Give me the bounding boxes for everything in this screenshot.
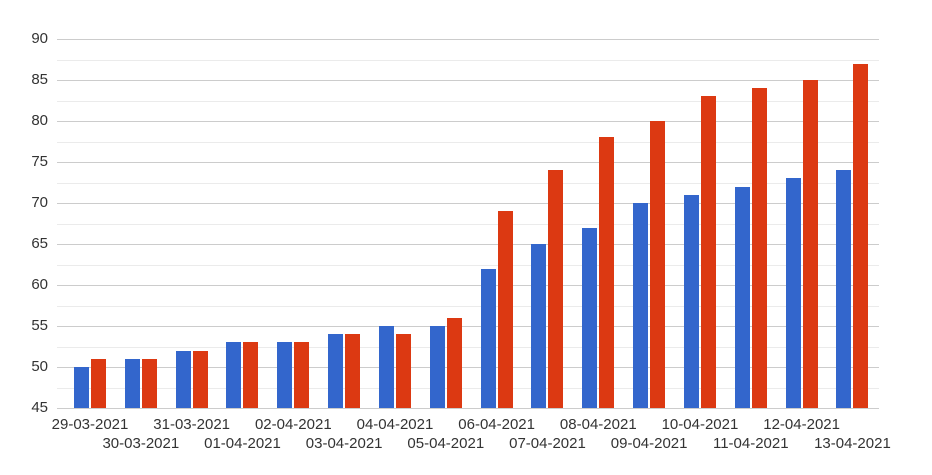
bar[interactable] — [836, 170, 852, 408]
y-axis-tick-label: 80 — [31, 112, 48, 129]
bar[interactable] — [294, 342, 310, 408]
bar[interactable] — [378, 326, 394, 408]
major-gridline — [57, 80, 879, 81]
major-gridline — [57, 39, 879, 40]
bar[interactable] — [141, 358, 157, 408]
y-axis-tick-label: 65 — [31, 235, 48, 252]
bar[interactable] — [277, 342, 293, 408]
x-axis-tick-label: 12-04-2021 — [763, 416, 840, 433]
bar[interactable] — [91, 358, 106, 408]
y-axis-tick-label: 55 — [31, 317, 48, 334]
x-axis-tick-label: 04-04-2021 — [356, 416, 434, 433]
bar[interactable] — [734, 186, 750, 408]
bar[interactable] — [480, 268, 496, 408]
y-axis-tick-label: 90 — [31, 30, 48, 47]
y-axis-tick-label: 50 — [31, 358, 48, 375]
x-axis-tick-label: 06-04-2021 — [458, 416, 535, 433]
x-axis-tick-label: 11-04-2021 — [712, 435, 789, 452]
y-axis-tick-label: 60 — [31, 276, 48, 293]
bar[interactable] — [74, 367, 89, 408]
bar[interactable] — [446, 317, 462, 408]
bar[interactable] — [548, 170, 564, 408]
x-axis-tick-label: 08-04-2021 — [559, 416, 637, 433]
x-axis-tick-label: 29-03-2021 — [51, 416, 129, 433]
x-axis-tick-label: 02-04-2021 — [254, 416, 332, 433]
bar[interactable] — [192, 350, 208, 408]
x-axis-tick-label: 10-04-2021 — [661, 416, 739, 433]
bar[interactable] — [599, 137, 615, 408]
bar[interactable] — [497, 211, 513, 408]
bar[interactable] — [175, 350, 191, 408]
y-axis-tick-label: 45 — [31, 399, 48, 416]
x-axis-tick-label: 13-04-2021 — [814, 435, 891, 452]
x-axis-tick-label: 05-04-2021 — [407, 435, 485, 452]
bar[interactable] — [328, 334, 344, 408]
bar[interactable] — [751, 88, 767, 408]
bar[interactable] — [650, 121, 666, 408]
x-axis-tick-label: 03-04-2021 — [305, 435, 383, 452]
y-axis-tick-label: 75 — [31, 153, 48, 170]
bar[interactable] — [531, 244, 547, 408]
bar[interactable] — [785, 178, 801, 408]
x-axis-tick-label: 07-04-2021 — [509, 435, 586, 452]
y-axis-tick-label: 70 — [31, 194, 48, 211]
bar[interactable] — [582, 227, 598, 408]
bar[interactable] — [243, 342, 259, 408]
bar[interactable] — [633, 203, 649, 408]
bar[interactable] — [853, 63, 869, 408]
bar[interactable] — [683, 194, 699, 408]
bar[interactable] — [345, 334, 361, 408]
bar[interactable] — [124, 358, 140, 408]
bar[interactable] — [802, 80, 818, 408]
x-axis-tick-label: 31-03-2021 — [153, 416, 231, 433]
x-axis-tick-label: 30-03-2021 — [102, 435, 180, 452]
bar[interactable] — [395, 334, 411, 408]
bar[interactable] — [700, 96, 716, 408]
bar[interactable] — [226, 342, 242, 408]
y-axis-tick-label: 85 — [31, 71, 48, 88]
bar[interactable] — [429, 326, 445, 408]
x-axis-tick-label: 01-04-2021 — [204, 435, 281, 452]
major-gridline — [57, 408, 879, 409]
x-axis-tick-label: 09-04-2021 — [610, 435, 688, 452]
minor-gridline — [57, 59, 879, 61]
